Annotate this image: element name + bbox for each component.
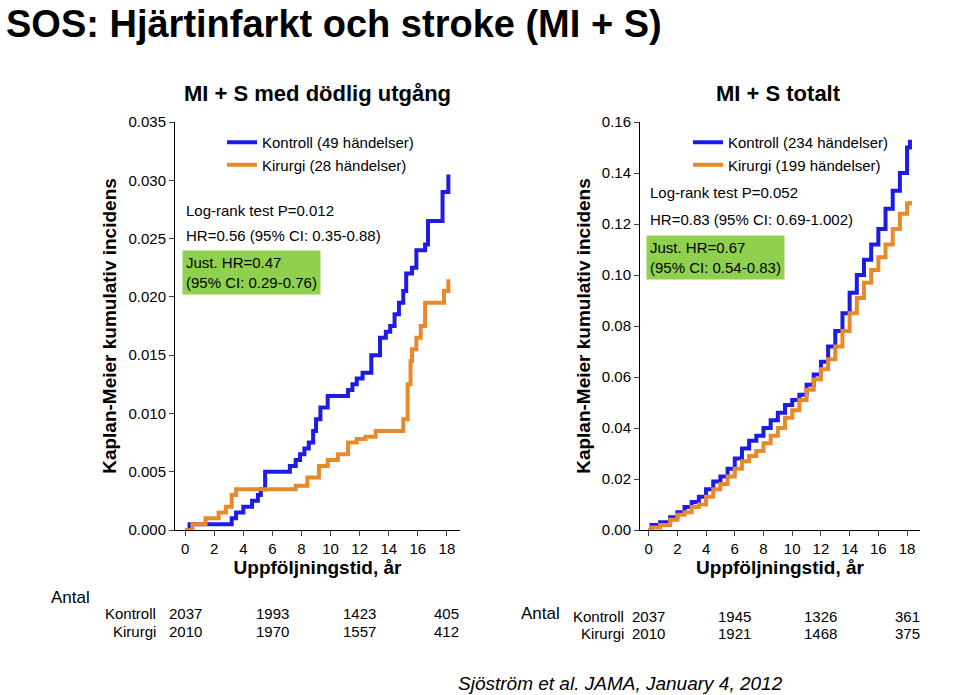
svg-text:Kaplan-Meier kumulativ inciden: Kaplan-Meier kumulativ incidens: [573, 178, 594, 474]
svg-text:0.005: 0.005: [128, 463, 166, 480]
svg-text:0.010: 0.010: [128, 405, 166, 422]
svg-text:Kirurgi: Kirurgi: [113, 623, 156, 640]
svg-text:10: 10: [322, 540, 339, 557]
svg-text:2010: 2010: [632, 625, 665, 642]
svg-text:HR=0.56 (95% CI: 0.35-0.88): HR=0.56 (95% CI: 0.35-0.88): [186, 227, 381, 244]
svg-text:1993: 1993: [256, 605, 289, 622]
svg-text:Kirurgi: Kirurgi: [581, 625, 624, 642]
svg-text:0.035: 0.035: [128, 113, 166, 130]
svg-text:16: 16: [409, 540, 426, 557]
svg-text:405: 405: [434, 605, 459, 622]
svg-text:0.08: 0.08: [602, 317, 631, 334]
svg-text:8: 8: [297, 540, 305, 557]
svg-text:412: 412: [434, 623, 459, 640]
svg-text:Uppföljningstid, år: Uppföljningstid, år: [234, 557, 402, 578]
svg-text:361: 361: [895, 608, 920, 625]
svg-text:Kontroll: Kontroll: [573, 608, 624, 625]
svg-text:Kontroll (234 händelser): Kontroll (234 händelser): [728, 134, 888, 151]
svg-text:18: 18: [899, 540, 916, 557]
svg-text:0.00: 0.00: [602, 521, 631, 538]
svg-text:Kontroll: Kontroll: [105, 605, 156, 622]
svg-text:2: 2: [210, 540, 218, 557]
svg-text:0.04: 0.04: [602, 419, 631, 436]
svg-text:0.12: 0.12: [602, 215, 631, 232]
svg-text:1468: 1468: [804, 625, 837, 642]
svg-text:0.030: 0.030: [128, 172, 166, 189]
svg-text:MI + S med dödlig utgång: MI + S med dödlig utgång: [184, 81, 451, 106]
svg-text:1326: 1326: [804, 608, 837, 625]
svg-text:0.16: 0.16: [602, 113, 631, 130]
svg-text:14: 14: [380, 540, 397, 557]
svg-text:18: 18: [439, 540, 456, 557]
svg-text:2037: 2037: [169, 605, 202, 622]
svg-text:1423: 1423: [343, 605, 376, 622]
svg-text:12: 12: [351, 540, 368, 557]
svg-text:6: 6: [268, 540, 276, 557]
svg-text:0: 0: [644, 540, 652, 557]
svg-text:0.015: 0.015: [128, 346, 166, 363]
svg-text:10: 10: [784, 540, 801, 557]
svg-text:Kirurgi (199 händelser): Kirurgi (199 händelser): [728, 157, 881, 174]
svg-text:MI + S totalt: MI + S totalt: [716, 81, 841, 106]
svg-text:2037: 2037: [632, 608, 665, 625]
svg-text:Sjöström et al. JAMA, January: Sjöström et al. JAMA, January 4, 2012: [458, 673, 783, 694]
svg-text:14: 14: [841, 540, 858, 557]
svg-text:Just. HR=0.47(95% CI: 0.29-0.7: Just. HR=0.47(95% CI: 0.29-0.76): [186, 254, 317, 291]
svg-text:Kontroll (49 händelser): Kontroll (49 händelser): [262, 134, 414, 151]
svg-text:12: 12: [813, 540, 830, 557]
svg-text:2010: 2010: [169, 623, 202, 640]
svg-text:6: 6: [731, 540, 739, 557]
svg-text:0.000: 0.000: [128, 521, 166, 538]
svg-text:Log-rank test P=0.052: Log-rank test P=0.052: [650, 184, 798, 201]
svg-text:HR=0.83 (95% CI: 0.69-1.002): HR=0.83 (95% CI: 0.69-1.002): [650, 211, 853, 228]
svg-text:Kaplan-Meier kumulativ inciden: Kaplan-Meier kumulativ incidens: [99, 178, 120, 474]
svg-text:0: 0: [181, 540, 189, 557]
svg-text:Just. HR=0.67(95% CI: 0.54-0.8: Just. HR=0.67(95% CI: 0.54-0.83): [650, 239, 781, 276]
svg-text:1945: 1945: [718, 608, 751, 625]
svg-text:4: 4: [239, 540, 247, 557]
svg-text:0.020: 0.020: [128, 288, 166, 305]
svg-text:0.10: 0.10: [602, 266, 631, 283]
svg-text:0.06: 0.06: [602, 368, 631, 385]
svg-text:Uppföljningstid, år: Uppföljningstid, år: [696, 557, 864, 578]
svg-text:1921: 1921: [718, 625, 751, 642]
svg-text:Antal: Antal: [521, 604, 560, 623]
svg-text:375: 375: [895, 625, 920, 642]
svg-text:SOS: Hjärtinfarkt och stroke (: SOS: Hjärtinfarkt och stroke (MI + S): [6, 3, 662, 45]
svg-text:4: 4: [702, 540, 710, 557]
svg-text:16: 16: [870, 540, 887, 557]
svg-text:1970: 1970: [256, 623, 289, 640]
svg-text:1557: 1557: [343, 623, 376, 640]
svg-text:8: 8: [759, 540, 767, 557]
svg-text:Log-rank test P=0.012: Log-rank test P=0.012: [186, 202, 334, 219]
svg-text:Kirurgi (28 händelser): Kirurgi (28 händelser): [262, 157, 406, 174]
svg-text:0.02: 0.02: [602, 470, 631, 487]
svg-text:0.025: 0.025: [128, 230, 166, 247]
svg-text:Antal: Antal: [51, 588, 90, 607]
svg-text:2: 2: [673, 540, 681, 557]
svg-text:0.14: 0.14: [602, 164, 631, 181]
